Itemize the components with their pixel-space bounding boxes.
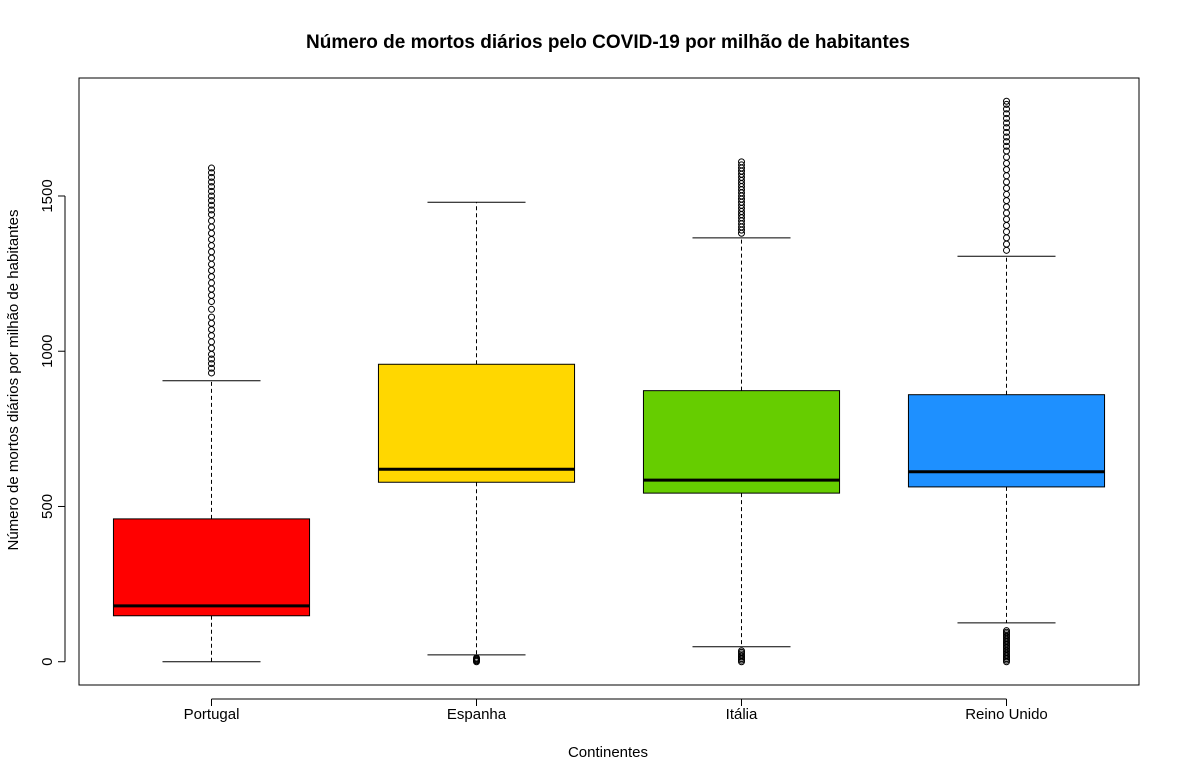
outlier-point [208,242,215,250]
outlier-point [208,313,215,321]
outlier-point [208,332,215,340]
outlier-point [1003,627,1010,635]
plot-frame [78,77,1140,686]
outlier-point [738,161,745,169]
outlier-point [1003,105,1010,113]
outlier-point [208,319,215,327]
outlier-point [208,192,215,200]
outlier-point [208,355,215,363]
outlier-point [208,229,215,237]
box-reino-unido [907,97,1106,666]
outlier-point [1003,133,1010,141]
outlier-point [1003,142,1010,150]
y-tick-label: 1500 [39,179,56,212]
outlier-point [208,211,215,219]
outlier-point [738,647,745,655]
outlier-point [208,164,215,172]
outlier-point [1003,147,1010,155]
outlier-point [208,183,215,191]
outlier-point [1003,178,1010,186]
outlier-point [1003,184,1010,192]
outlier-point [1003,124,1010,132]
outlier-point [208,364,215,372]
outlier-point [1003,166,1010,174]
outlier-point [208,285,215,293]
outlier-point [1003,153,1010,161]
box-body [377,363,576,483]
outlier-point [1003,190,1010,198]
x-tick-label: Espanha [447,706,507,723]
outlier-point [1003,100,1010,108]
x-tick-label: Reino Unido [965,706,1048,723]
y-axis-label: Número de mortos diários por milhão de h… [5,209,22,550]
outlier-point [208,267,215,275]
outlier-point [208,217,215,225]
outlier-point [208,197,215,205]
outlier-point [1003,234,1010,242]
outlier-point [1003,114,1010,122]
outlier-point [208,187,215,195]
outlier-point [208,223,215,231]
outlier-point [1003,159,1010,167]
outlier-point [738,158,745,166]
outlier-point [1003,240,1010,248]
outlier-point [1003,197,1010,205]
outlier-point [473,654,480,662]
box-body [112,518,311,617]
outlier-point [208,169,215,177]
outlier-point [1003,228,1010,236]
outlier-point [1003,209,1010,217]
box-itália [642,158,841,666]
outlier-point [208,325,215,333]
x-axis-label: Continentes [568,744,648,761]
box-espanha [377,201,576,666]
outlier-point [208,338,215,346]
outlier-point [208,369,215,377]
outlier-point [208,254,215,262]
y-tick-label: 1000 [39,335,56,368]
outlier-point [1003,119,1010,127]
outlier-point [208,360,215,368]
outlier-point [1003,215,1010,223]
outlier-point [208,173,215,181]
outlier-point [1003,172,1010,180]
outlier-point [208,305,215,313]
outlier-point [208,206,215,214]
outlier-point [208,273,215,281]
outlier-point [208,291,215,299]
outlier-point [1003,110,1010,118]
outlier-point [208,235,215,243]
outlier-point [1003,138,1010,146]
y-tick-label: 500 [39,494,56,519]
outlier-point [1003,221,1010,229]
outlier-point [208,298,215,306]
x-tick-label: Itália [726,706,758,723]
boxes-group [112,97,1106,666]
outlier-point [208,178,215,186]
x-axis: Portugal Espanha Itália Reino Unido [184,698,1048,723]
outlier-point [208,344,215,352]
outlier-point [208,260,215,268]
box-portugal [112,164,311,663]
y-axis: 0 500 1000 1500 [39,179,66,666]
chart-title: Número de mortos diários pelo COVID-19 p… [306,32,910,53]
outlier-point [208,201,215,209]
outlier-point [1003,128,1010,136]
y-tick-label: 0 [39,658,56,666]
outlier-point [1003,97,1010,105]
outlier-point [208,279,215,287]
outlier-point [208,248,215,256]
outlier-point [1003,246,1010,254]
box-body [642,390,841,494]
x-tick-label: Portugal [184,706,240,723]
outlier-point [1003,203,1010,211]
